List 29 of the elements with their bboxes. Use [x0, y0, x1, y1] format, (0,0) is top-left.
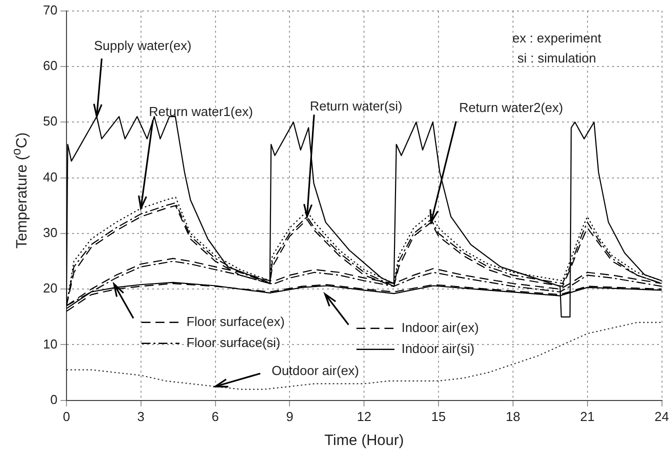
x-tick-label: 12	[356, 408, 372, 424]
y-tick-label: 10	[42, 336, 58, 352]
annotation: Supply water(ex)	[94, 38, 192, 54]
x-tick-label: 15	[431, 408, 446, 424]
y-tick-label: 40	[42, 169, 58, 184]
y-tick-label: 30	[42, 225, 58, 240]
annotation: Return water(si)	[310, 98, 402, 114]
y-tick-label: 0	[50, 392, 58, 407]
y-tick-label: 20	[42, 280, 58, 296]
annotation: ex : experiment	[512, 30, 602, 46]
y-tick-label: 60	[42, 58, 58, 74]
x-tick-label: 0	[62, 408, 70, 424]
legend-label: Floor surface(ex)	[186, 314, 285, 329]
legend-label: Indoor air(ex)	[401, 320, 479, 335]
annotation: si : simulation	[517, 50, 596, 66]
annotation: Return water1(ex)	[148, 104, 253, 119]
x-axis-title: Time (Hour)	[324, 432, 404, 450]
x-tick-label: 24	[654, 408, 670, 424]
y-tick-label: 70	[42, 2, 58, 18]
x-tick-label: 6	[212, 408, 219, 424]
legend-label: Floor surface(si)	[186, 334, 280, 350]
legend-label: Indoor air(si)	[401, 340, 474, 356]
annotation: Return water2(ex)	[459, 100, 564, 115]
x-tick-label: 9	[286, 408, 294, 424]
x-tick-label: 3	[137, 408, 144, 424]
annotation: Outdoor air(ex)	[272, 363, 359, 378]
y-tick-label: 50	[42, 114, 58, 129]
x-tick-label: 18	[506, 408, 520, 424]
x-tick-label: 21	[580, 408, 595, 424]
